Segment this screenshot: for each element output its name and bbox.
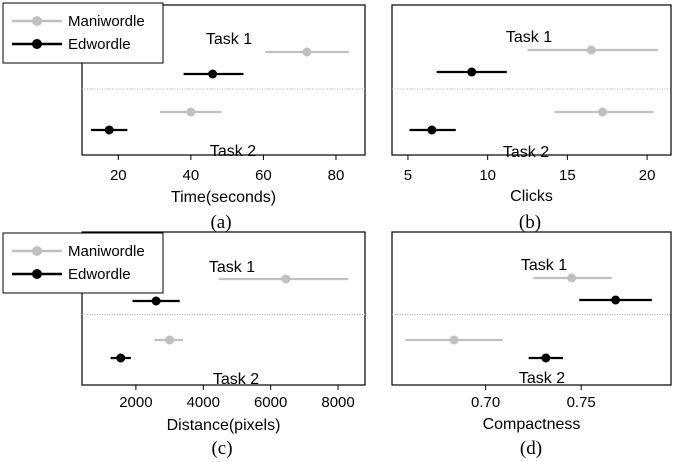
legend-box [2,2,164,64]
mean-point-edwordle [611,295,621,305]
x-tick-label: 0.70 [471,394,500,411]
panel-caption: (b) [519,212,541,233]
plot-frame [391,4,672,156]
chart-panel-1: 20 40 60 80 Task 1 Task 2 Time(seconds) (a) Mani… [2,2,366,233]
chart-panel-2: 5 10 15 20 Task 1 Task 2 Clicks (b) [391,4,672,233]
legend-marker-edwordle [32,39,42,49]
x-tick-label: 80 [328,167,345,184]
task-label: Task 2 [213,371,259,388]
x-tick-label: 6000 [254,394,287,411]
mean-point-maniwordle [186,107,196,117]
plot-frame [81,4,366,156]
legend-box [2,232,164,294]
chart-panel-4: 0.70 0.75 Task 1 Task 2 Compactness (d) [391,231,672,459]
panel-caption: (c) [211,438,232,459]
mean-point-edwordle [427,125,437,135]
legend-label: Maniwordle [68,13,145,30]
legend-marker-maniwordle [32,16,42,26]
task-label: Task 1 [206,31,252,48]
x-tick-label: 10 [479,167,496,184]
task-label: Task 2 [503,144,549,161]
x-axis-label: Time(seconds) [171,189,276,206]
plot-frame [81,231,366,386]
x-tick-label: 60 [255,167,272,184]
legend-label: Edwordle [68,36,131,53]
task-label: Task 1 [521,257,567,274]
task-label: Task 2 [210,143,256,160]
x-tick-label: 5 [404,167,412,184]
mean-point-edwordle [116,353,126,363]
task-label: Task 2 [519,370,565,387]
panel-caption: (d) [520,438,542,459]
x-tick-label: 0.75 [567,394,596,411]
x-tick-label: 2000 [119,394,152,411]
mean-point-edwordle [541,353,551,363]
x-tick-label: 20 [110,167,127,184]
legend-marker-maniwordle [32,246,42,256]
x-tick-label: 4000 [187,394,220,411]
mean-point-edwordle [151,296,161,306]
plot-frame [391,231,672,386]
legend-label: Edwordle [68,266,131,283]
x-tick-label: 20 [639,167,656,184]
task-label: Task 1 [506,29,552,46]
x-axis-label: Distance(pixels) [167,417,281,434]
x-tick-label: 8000 [321,394,354,411]
chart-panel-3: 2000 4000 6000 8000 Task 1 Task 2 Distance(pix… [2,231,366,459]
mean-point-maniwordle [165,335,175,345]
x-axis-label: Compactness [483,416,581,433]
x-tick-label: 15 [559,167,576,184]
legend-marker-edwordle [32,269,42,279]
mean-point-edwordle [208,69,218,79]
x-tick-label: 40 [183,167,200,184]
mean-point-maniwordle [449,335,459,345]
mean-point-maniwordle [281,274,291,284]
legend: Maniwordle Edwordle [2,232,164,294]
legend: Maniwordle Edwordle [2,2,164,64]
mean-point-maniwordle [567,273,577,283]
legend-label: Maniwordle [68,243,145,260]
mean-point-edwordle [467,67,477,77]
x-axis-label: Clicks [510,188,553,205]
mean-point-maniwordle [586,45,596,55]
mean-point-maniwordle [302,47,312,57]
mean-point-edwordle [104,125,114,135]
mean-point-maniwordle [597,107,607,117]
task-label: Task 1 [209,259,255,276]
panel-caption: (a) [210,212,231,233]
